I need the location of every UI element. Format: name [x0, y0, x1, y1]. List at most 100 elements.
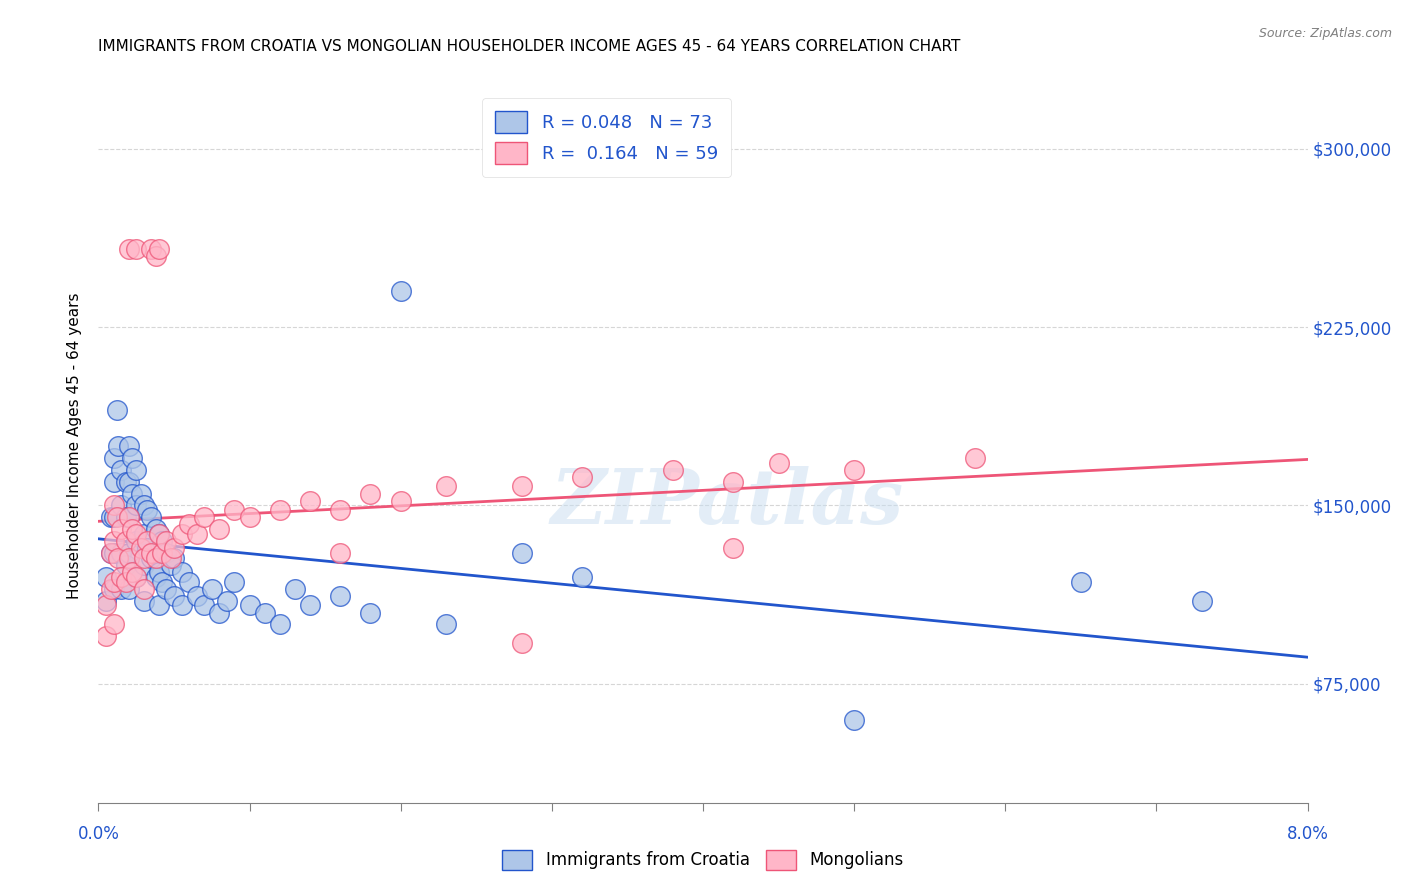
- Point: [94, 599, 117, 613]
- Point: [148, 565, 170, 579]
- Point: [389, 285, 412, 299]
- Point: [114, 558, 136, 572]
- Point: [965, 450, 987, 465]
- Point: [110, 570, 132, 584]
- Point: [118, 546, 141, 560]
- Point: [155, 534, 177, 549]
- Point: [114, 475, 136, 489]
- Point: [145, 570, 167, 584]
- Point: [114, 534, 136, 549]
- Point: [510, 636, 533, 650]
- Point: [193, 599, 215, 613]
- Point: [148, 527, 170, 541]
- Point: [1191, 593, 1213, 607]
- Point: [145, 522, 167, 536]
- Point: [224, 503, 246, 517]
- Point: [118, 510, 141, 524]
- Point: [125, 527, 148, 541]
- Point: [145, 550, 167, 565]
- Point: [103, 617, 125, 632]
- Point: [201, 582, 224, 596]
- Point: [150, 574, 173, 589]
- Point: [121, 486, 143, 500]
- Point: [160, 550, 183, 565]
- Point: [114, 510, 136, 524]
- Point: [125, 463, 148, 477]
- Point: [132, 527, 155, 541]
- Point: [103, 574, 125, 589]
- Point: [155, 582, 177, 596]
- Point: [148, 527, 170, 541]
- Point: [125, 570, 148, 584]
- Point: [662, 463, 685, 477]
- Point: [329, 589, 352, 603]
- Text: 0.0%: 0.0%: [77, 825, 120, 843]
- Point: [132, 558, 155, 572]
- Y-axis label: Householder Income Ages 45 - 64 years: Householder Income Ages 45 - 64 years: [67, 293, 83, 599]
- Point: [125, 499, 148, 513]
- Point: [118, 242, 141, 256]
- Point: [145, 249, 167, 263]
- Point: [224, 574, 246, 589]
- Point: [103, 475, 125, 489]
- Point: [360, 606, 382, 620]
- Point: [135, 503, 157, 517]
- Point: [94, 629, 117, 643]
- Point: [329, 546, 352, 560]
- Point: [105, 403, 128, 417]
- Point: [163, 589, 186, 603]
- Point: [118, 439, 141, 453]
- Text: Source: ZipAtlas.com: Source: ZipAtlas.com: [1258, 27, 1392, 40]
- Point: [299, 493, 322, 508]
- Point: [103, 546, 125, 560]
- Text: 8.0%: 8.0%: [1286, 825, 1329, 843]
- Point: [141, 550, 163, 565]
- Point: [110, 522, 132, 536]
- Point: [723, 541, 745, 556]
- Point: [141, 242, 163, 256]
- Point: [768, 456, 790, 470]
- Point: [132, 593, 155, 607]
- Point: [103, 450, 125, 465]
- Point: [110, 499, 132, 513]
- Point: [239, 510, 262, 524]
- Point: [121, 522, 143, 536]
- Point: [118, 510, 141, 524]
- Point: [141, 510, 163, 524]
- Point: [170, 599, 193, 613]
- Point: [105, 510, 128, 524]
- Point: [179, 517, 201, 532]
- Point: [163, 550, 186, 565]
- Point: [125, 534, 148, 549]
- Point: [107, 439, 129, 453]
- Point: [253, 606, 276, 620]
- Point: [125, 570, 148, 584]
- Point: [114, 574, 136, 589]
- Point: [360, 486, 382, 500]
- Point: [269, 503, 291, 517]
- Point: [155, 546, 177, 560]
- Point: [170, 527, 193, 541]
- Point: [94, 593, 117, 607]
- Point: [160, 558, 183, 572]
- Point: [170, 565, 193, 579]
- Point: [125, 242, 148, 256]
- Point: [193, 510, 215, 524]
- Point: [100, 510, 122, 524]
- Point: [150, 546, 173, 560]
- Point: [94, 570, 117, 584]
- Point: [269, 617, 291, 632]
- Point: [118, 582, 141, 596]
- Point: [110, 463, 132, 477]
- Text: IMMIGRANTS FROM CROATIA VS MONGOLIAN HOUSEHOLDER INCOME AGES 45 - 64 YEARS CORRE: IMMIGRANTS FROM CROATIA VS MONGOLIAN HOU…: [98, 38, 960, 54]
- Point: [135, 534, 157, 549]
- Legend: Immigrants from Croatia, Mongolians: Immigrants from Croatia, Mongolians: [495, 843, 911, 877]
- Point: [329, 503, 352, 517]
- Point: [208, 606, 231, 620]
- Point: [141, 546, 163, 560]
- Point: [100, 582, 122, 596]
- Point: [118, 550, 141, 565]
- Point: [299, 599, 322, 613]
- Point: [510, 546, 533, 560]
- Point: [129, 486, 152, 500]
